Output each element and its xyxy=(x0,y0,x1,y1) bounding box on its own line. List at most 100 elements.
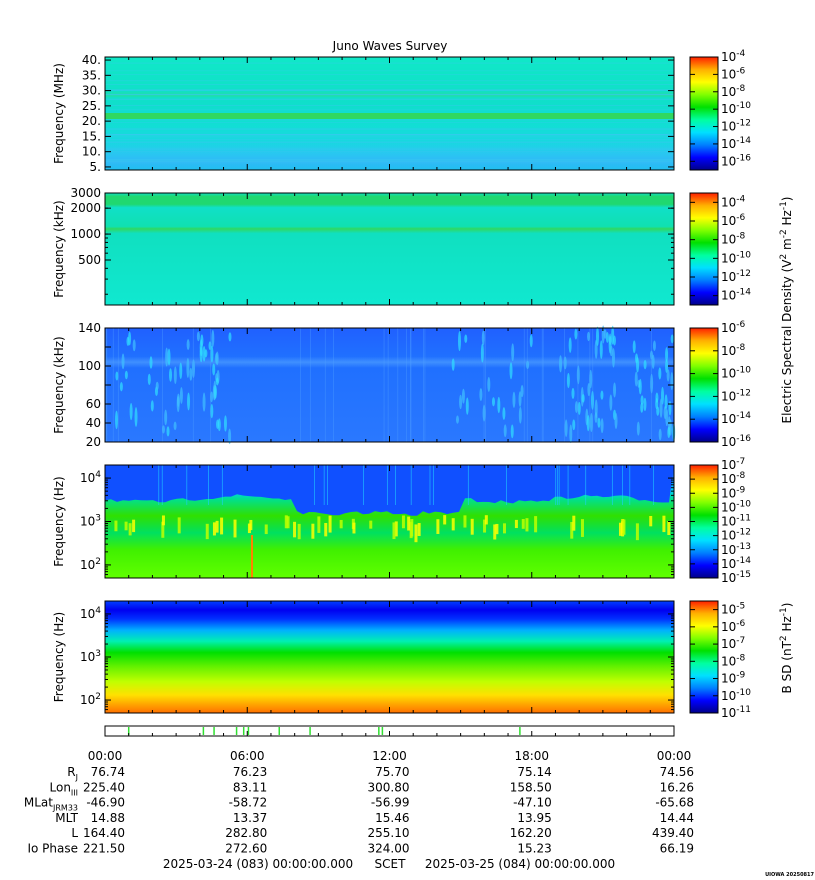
ephemeris-value: 255.10 xyxy=(368,826,410,840)
colorbar-tick-label: 10-12 xyxy=(721,119,751,134)
colorbar-tick-label: 10-10 xyxy=(721,499,751,514)
colorbar-1: 10-4 10-6 10-8 10-10 10-12 10-14 10-16 xyxy=(689,49,751,171)
colorbar-gradient xyxy=(689,192,719,306)
ephemeris-value: 162.20 xyxy=(510,826,552,840)
ephemeris-row-label: MLT xyxy=(55,811,78,825)
ephemeris-row-label: L xyxy=(71,826,78,840)
colorbar-tick-label: 10-14 xyxy=(721,411,751,426)
colorbar-tick-label: 10-14 xyxy=(721,288,751,303)
y-tick-label: 30. xyxy=(82,84,101,98)
spectrogram-panel-4: 102 103 104 Frequency (Hz) 10-710-810-910-10… xyxy=(52,457,751,585)
ephemeris-value: 282.80 xyxy=(225,826,267,840)
ephemeris-value: 13.37 xyxy=(233,811,267,825)
spectrogram-panel-3: 20 40 60 100 140 Frequency (kHz) 10-6 10-8 10-10… xyxy=(52,320,751,449)
colorbar-tick-label: 10-12 xyxy=(721,528,751,543)
colorbar-tick-label: 10-14 xyxy=(721,556,751,571)
ephemeris-row-label: Io Phase xyxy=(27,842,78,856)
credit-label: UIOWA 20250817 xyxy=(765,872,814,878)
time-tick-label: 18:00 xyxy=(514,749,549,763)
colorbar-3: 10-6 10-8 10-10 10-12 10-14 10-16 xyxy=(689,320,751,449)
colorbar-tick-label: 10-6 xyxy=(721,320,746,335)
time-tick-label: 06:00 xyxy=(230,749,265,763)
y-axis-label: Frequency (MHz) xyxy=(52,63,66,164)
colorbar-tick-label: 10-8 xyxy=(721,84,746,99)
footer-scet-label: SCET xyxy=(375,857,407,871)
ephemeris-value: 15.23 xyxy=(517,842,551,856)
y-tick-label: 103 xyxy=(80,514,101,529)
ephemeris-value: 83.11 xyxy=(233,780,267,794)
ephemeris-value: 225.40 xyxy=(83,780,125,794)
y-tick-label: 102 xyxy=(80,557,101,572)
colorbar-tick-label: 10-16 xyxy=(721,153,751,168)
y-tick-label: 20 xyxy=(86,435,101,449)
colorbar-4: 10-710-810-910-1010-1110-1210-1310-1410-… xyxy=(689,457,751,585)
colorbar-tick-label: 10-13 xyxy=(721,542,751,557)
colorbar-tick-label: 10-10 xyxy=(721,688,751,703)
time-tick-label: 00:00 xyxy=(88,749,123,763)
y-axis-label: Frequency (kHz) xyxy=(52,336,66,433)
y-tick-label: 500 xyxy=(78,253,101,267)
ephemeris-value: -56.99 xyxy=(371,796,410,810)
y-tick-label: 2000 xyxy=(70,201,101,215)
y-tick-label: 15. xyxy=(82,129,101,143)
colorbar-tick-label: 10-7 xyxy=(721,457,745,472)
colorbar-tick-label: 10-4 xyxy=(721,49,746,64)
ephemeris-value: 13.95 xyxy=(517,811,551,825)
ephemeris-value: 300.80 xyxy=(368,780,410,794)
ephemeris-value: 439.40 xyxy=(652,826,694,840)
colorbar-tick-label: 10-6 xyxy=(721,66,746,81)
ephemeris-value: 324.00 xyxy=(368,842,410,856)
ephemeris-value: 76.23 xyxy=(233,765,267,779)
colorbar-tick-label: 10-6 xyxy=(721,619,746,634)
time-tick-label: 12:00 xyxy=(372,749,407,763)
footer-end-time: 2025-03-25 (084) 00:00:00.000 xyxy=(425,857,615,871)
ephemeris-value: 158.50 xyxy=(510,780,552,794)
colorbar-gradient xyxy=(689,600,719,714)
y-tick-label: 10. xyxy=(82,145,101,159)
y-tick-label: 40. xyxy=(82,53,101,67)
ephemeris-value: 76.74 xyxy=(91,765,125,779)
ephemeris-row-label: RJ xyxy=(67,765,78,782)
y-tick-label: 20. xyxy=(82,114,101,128)
colorbar-tick-label: 10-10 xyxy=(721,101,751,116)
colorbar-tick-label: 10-10 xyxy=(721,250,751,265)
y-tick-label: 35. xyxy=(82,68,101,82)
colorbar-tick-label: 10-4 xyxy=(721,194,746,209)
spectrogram-panel-1: 5.10. 15.20.25.30. 35.40. Frequency (MHz) 10… xyxy=(52,49,751,174)
y-tick-label: 1000 xyxy=(70,227,101,241)
ephemeris-row-label: LonIII xyxy=(50,780,79,797)
y-axis-label: Frequency (Hz) xyxy=(52,612,66,703)
colorbar-tick-label: 10-15 xyxy=(721,570,751,585)
y-tick-label: 102 xyxy=(80,692,101,707)
ephemeris-value: 16.26 xyxy=(660,780,694,794)
ephemeris-value: 164.40 xyxy=(83,826,125,840)
colorbar-tick-label: 10-7 xyxy=(721,636,745,651)
ephemeris-value: -46.90 xyxy=(86,796,125,810)
colorbar-tick-label: 10-11 xyxy=(721,514,751,529)
colorbar-tick-label: 10-9 xyxy=(721,671,746,686)
y-tick-label: 40 xyxy=(86,416,101,430)
colorbar-tick-label: 10-16 xyxy=(721,434,751,449)
spectrogram-image xyxy=(105,193,674,305)
colorbar-tick-label: 10-6 xyxy=(721,213,746,228)
y-tick-label: 3000 xyxy=(70,186,101,200)
colorbar-tick-label: 10-12 xyxy=(721,388,751,403)
y-axis-label: Frequency (Hz) xyxy=(52,476,66,567)
colorbar-tick-label: 10-8 xyxy=(721,653,746,668)
ephemeris-value: 75.14 xyxy=(517,765,551,779)
ephemeris-value: -47.10 xyxy=(513,796,552,810)
ephemeris-row-label: MLatJRM33 xyxy=(24,796,78,813)
colorbar-gradient xyxy=(689,327,719,443)
colorbar-2: 10-4 10-6 10-8 10-10 10-12 10-14 xyxy=(689,192,751,306)
y-tick-label: 60 xyxy=(86,397,101,411)
colorbar-tick-label: 10-10 xyxy=(721,366,751,381)
spectrogram-image xyxy=(105,601,674,713)
ephemeris-value: -58.72 xyxy=(229,796,268,810)
y-tick-label: 103 xyxy=(80,649,101,664)
y-tick-label: 140 xyxy=(78,321,101,335)
ephemeris-value: 66.19 xyxy=(660,842,694,856)
y-tick-label: 104 xyxy=(80,606,101,621)
